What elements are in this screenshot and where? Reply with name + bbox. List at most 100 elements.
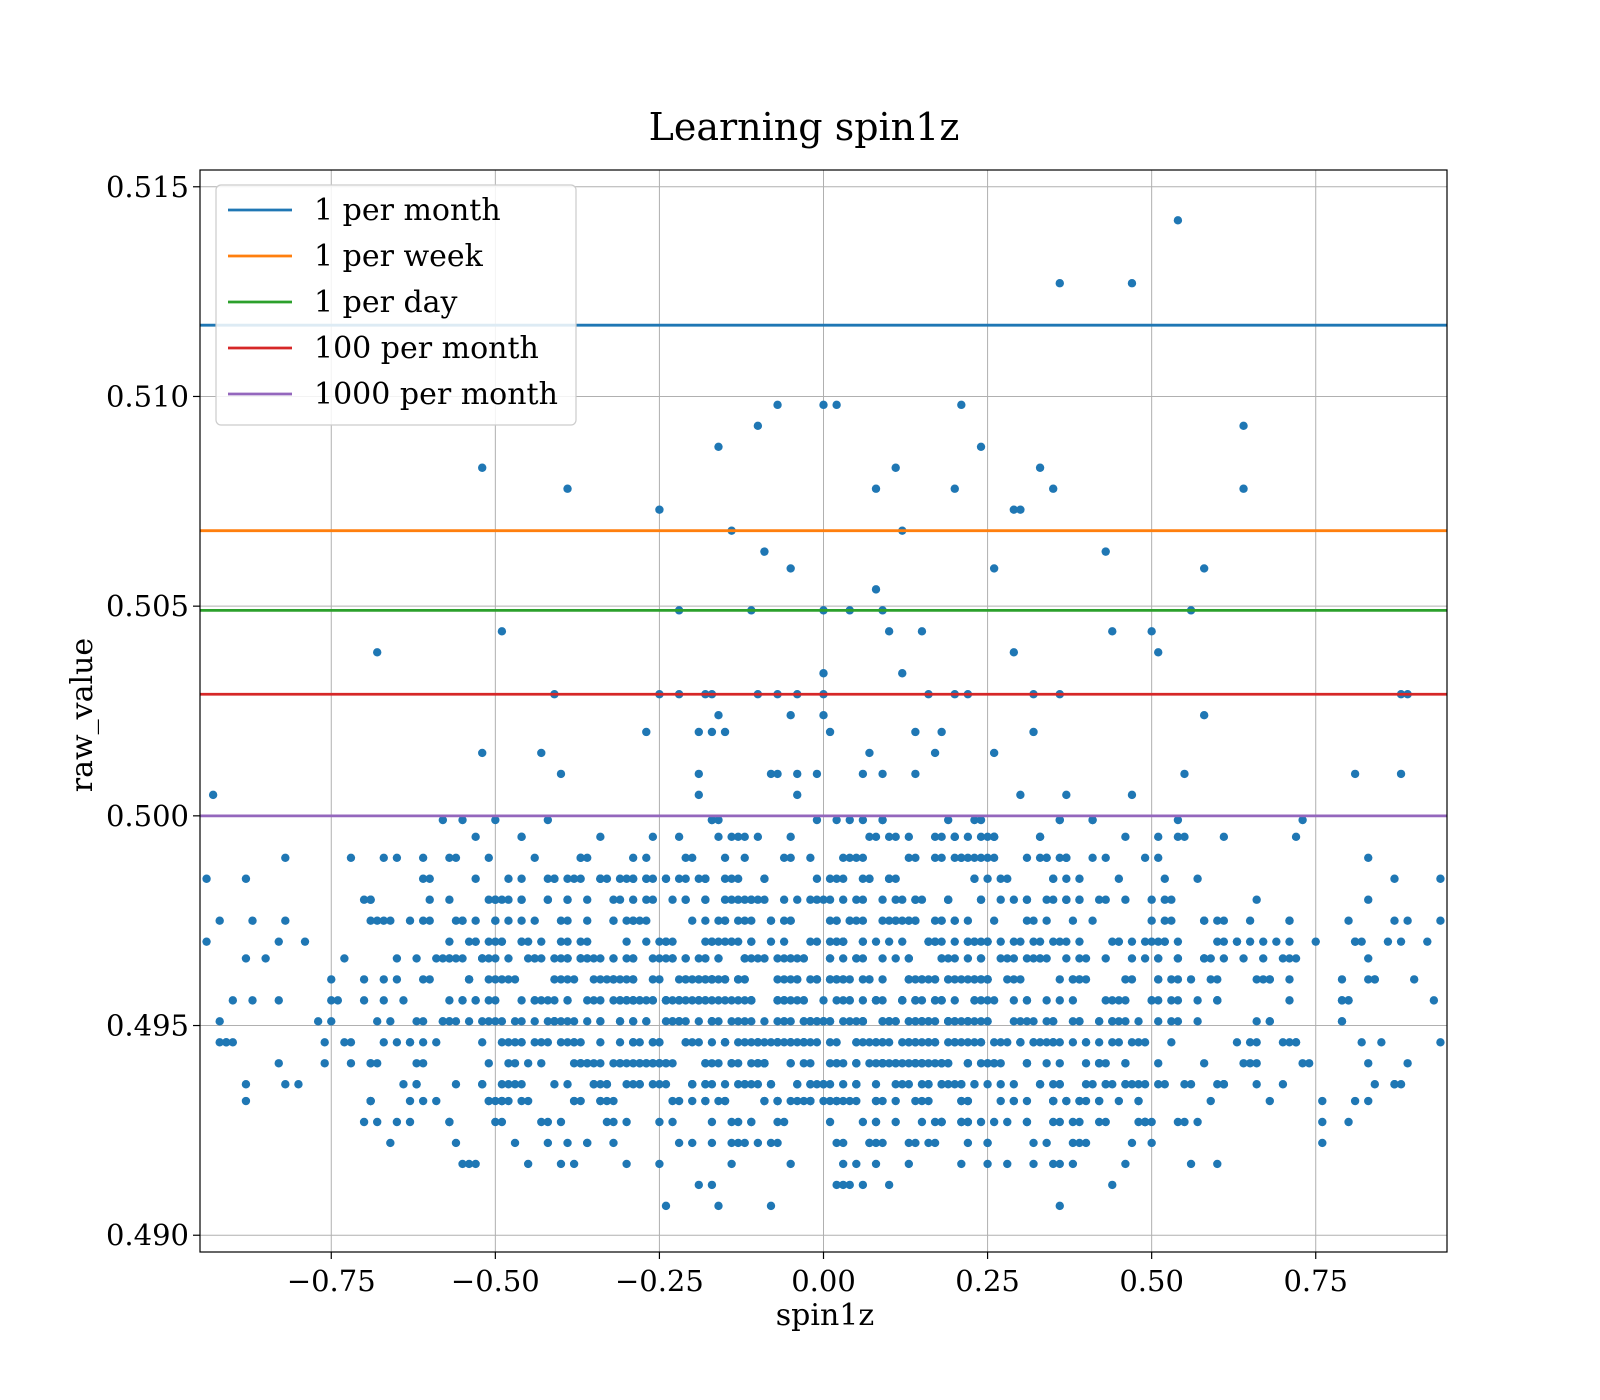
scatter-point [655,1159,664,1169]
scatter-point [786,1059,795,1068]
scatter-point [832,1138,841,1148]
y-tick-label: 0.495 [106,1009,189,1043]
scatter-point [418,853,428,862]
scatter-point [832,937,841,946]
scatter-point [359,996,369,1005]
scatter-point [543,1117,553,1127]
scatter-point [983,874,992,883]
scatter-point [688,916,697,925]
scatter-point [1022,916,1032,925]
scatter-point [1055,996,1064,1005]
scatter-point [766,1201,776,1211]
scatter-point [976,895,986,904]
scatter-point [510,1059,520,1068]
scatter-point [1081,1059,1091,1068]
scatter-point [504,916,513,925]
scatter-point [983,853,992,862]
scatter-point [491,996,500,1005]
scatter-point [1121,1059,1130,1068]
scatter-point [1134,1096,1143,1106]
scatter-point [970,1017,979,1026]
scatter-point [812,1038,822,1047]
scatter-point [996,1096,1005,1106]
scatter-point [1154,1080,1163,1089]
scatter-point [1108,996,1117,1005]
scatter-point [753,1038,763,1047]
scatter-point [806,895,815,904]
scatter-point [688,996,697,1005]
scatter-point [1101,547,1110,556]
scatter-point [1114,1017,1124,1026]
scatter-point [976,1059,986,1068]
scatter-point [1101,1080,1110,1089]
scatter-point [543,1017,553,1026]
scatter-point [458,815,467,825]
scatter-point [930,916,940,925]
scatter-point [215,1017,224,1026]
scatter-point [996,1059,1005,1068]
scatter-point [359,895,369,904]
scatter-point [668,1096,677,1106]
scatter-point [1199,916,1209,925]
scatter-point [491,916,500,925]
scatter-point [858,853,868,862]
scatter-point [740,954,749,963]
scatter-point [884,916,894,925]
scatter-point [714,1059,723,1068]
scatter-point [215,1038,224,1047]
scatter-point [386,916,395,925]
scatter-point [1291,832,1301,842]
scatter-point [733,1017,743,1026]
scatter-point [825,874,835,883]
scatter-point [701,954,710,963]
scatter-point [852,1096,861,1106]
scatter-point [628,954,638,963]
scatter-point [911,996,920,1005]
scatter-point [714,916,723,925]
scatter-point [701,996,710,1005]
x-tick-label: −0.25 [615,1264,704,1298]
scatter-point [793,769,802,779]
scatter-point [753,895,763,904]
scatter-point [1180,1080,1189,1089]
scatter-point [484,954,493,963]
scatter-point [891,1117,900,1127]
scatter-point [478,954,487,963]
scatter-point [1049,1096,1058,1106]
scatter-point [747,1080,756,1089]
scatter-point [1206,975,1215,984]
scatter-point [1016,1038,1025,1047]
scatter-point [1396,937,1406,946]
scatter-point [733,1117,743,1127]
scatter-point [445,853,454,862]
scatter-point [1377,1038,1386,1047]
scatter-point [1193,874,1202,883]
scatter-point [694,1180,703,1190]
scatter-point [1147,1138,1156,1148]
scatter-point [1364,895,1373,904]
scatter-point [852,853,861,862]
scatter-point [681,996,690,1005]
scatter-point [832,996,841,1005]
scatter-point [963,1017,973,1026]
scatter-point [1364,975,1373,984]
scatter-point [1318,1117,1327,1127]
scatter-point [208,790,218,800]
scatter-point [1180,832,1189,842]
scatter-point [1154,648,1163,657]
scatter-point [418,1038,428,1047]
scatter-point [556,1117,566,1127]
scatter-point [720,975,730,984]
scatter-point [884,832,894,842]
scatter-point [806,937,815,946]
scatter-point [471,916,480,925]
scatter-point [1259,975,1268,984]
scatter-point [970,1080,979,1089]
scatter-point [1029,937,1038,946]
scatter-point [707,1017,717,1026]
scatter-point [445,937,454,946]
scatter-point [957,1038,966,1047]
scatter-point [799,954,809,963]
scatter-point [845,853,854,862]
scatter-point [917,1117,927,1127]
